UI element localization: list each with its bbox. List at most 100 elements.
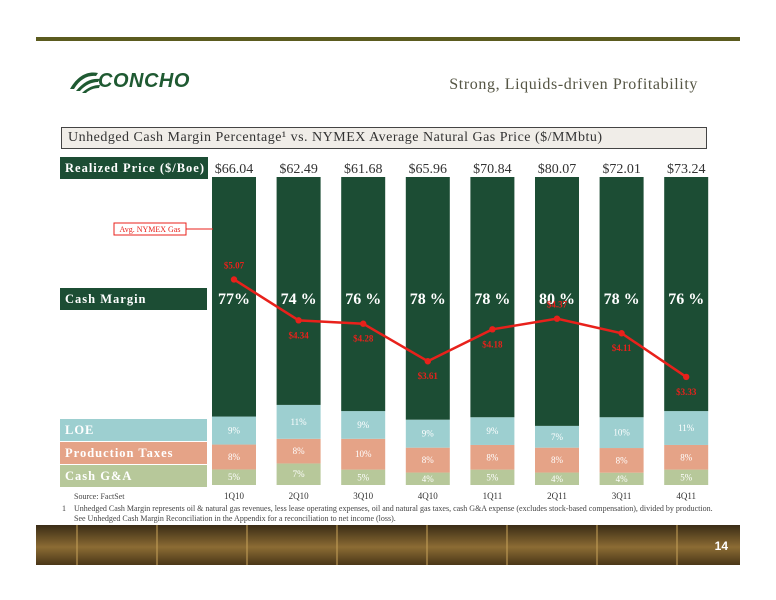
realized-price-value: $66.04 bbox=[215, 162, 254, 177]
realized-price-value: $61.68 bbox=[344, 162, 383, 177]
realized-price-value: $73.24 bbox=[667, 162, 706, 177]
cash-margin-label: Cash Margin bbox=[60, 288, 207, 310]
production-taxes-bar bbox=[599, 448, 644, 473]
x-tick-label: 3Q10 bbox=[353, 491, 373, 501]
loe-bar bbox=[276, 404, 321, 439]
nymex-gas-point bbox=[489, 326, 496, 333]
nymex-gas-label: $3.33 bbox=[676, 387, 697, 397]
cash-margin-bar bbox=[470, 177, 515, 418]
cash-ga-bar bbox=[341, 469, 386, 485]
production-taxes-label: Production Taxes bbox=[60, 442, 207, 464]
production-taxes-value-label: 10% bbox=[355, 449, 372, 459]
production-taxes-bar bbox=[535, 447, 579, 473]
loe-value-label: 10% bbox=[613, 428, 630, 438]
x-tick-label: 2Q10 bbox=[289, 491, 309, 501]
loe-bar bbox=[470, 417, 515, 445]
x-tick-label: 4Q10 bbox=[418, 491, 438, 501]
cash-ga-value-label: 4% bbox=[616, 474, 629, 484]
nymex-gas-point bbox=[424, 358, 431, 365]
footnote-text: Unhedged Cash Margin represents oil & na… bbox=[74, 504, 713, 523]
cash-ga-value-label: 5% bbox=[486, 472, 499, 482]
cash-ga-bar bbox=[599, 472, 644, 485]
production-taxes-bar bbox=[341, 438, 386, 470]
cash-ga-value-label: 5% bbox=[680, 472, 693, 482]
source-note: Source: FactSet bbox=[74, 492, 125, 501]
loe-value-label: 9% bbox=[486, 426, 499, 436]
nymex-gas-point bbox=[360, 320, 367, 327]
loe-bar bbox=[664, 411, 709, 445]
production-taxes-bar bbox=[664, 444, 709, 470]
loe-bar bbox=[405, 419, 450, 448]
nymex-gas-label: $4.11 bbox=[612, 343, 632, 353]
loe-value-label: 7% bbox=[551, 432, 564, 442]
cash-ga-value-label: 5% bbox=[228, 472, 241, 482]
production-taxes-value-label: 8% bbox=[680, 452, 693, 462]
cash-ga-value-label: 4% bbox=[422, 474, 435, 484]
footnote: 1 Unhedged Cash Margin represents oil & … bbox=[62, 504, 714, 524]
loe-value-label: 9% bbox=[357, 420, 370, 430]
cash-margin-value-label: 76 % bbox=[668, 291, 704, 308]
cash-margin-bar bbox=[341, 177, 386, 412]
cash-ga-bar bbox=[212, 469, 256, 485]
cash-ga-bar bbox=[535, 472, 579, 485]
concho-logo-icon bbox=[70, 72, 100, 93]
cash-ga-bar bbox=[276, 463, 321, 485]
loe-bar bbox=[341, 411, 386, 439]
cash-margin-value-label: 78 % bbox=[474, 291, 510, 308]
production-taxes-bar bbox=[276, 438, 321, 464]
loe-value-label: 11% bbox=[678, 423, 695, 433]
cash-margin-bar bbox=[212, 177, 256, 417]
realized-price-value: $65.96 bbox=[409, 162, 448, 177]
cash-margin-value-label: 78 % bbox=[604, 291, 640, 308]
cash-ga-value-label: 7% bbox=[293, 469, 306, 479]
production-taxes-value-label: 8% bbox=[486, 452, 499, 462]
loe-value-label: 9% bbox=[422, 429, 435, 439]
cash-ga-bar bbox=[470, 469, 515, 485]
nymex-gas-label: $3.61 bbox=[418, 371, 439, 381]
cash-margin-value-label: 77% bbox=[218, 291, 250, 308]
x-tick-label: 1Q10 bbox=[224, 491, 244, 501]
chart-title: Unhedged Cash Margin Percentage¹ vs. NYM… bbox=[68, 130, 603, 145]
cash-ga-value-label: 4% bbox=[551, 474, 564, 484]
company-logo-text: CONCHO bbox=[98, 70, 190, 92]
realized-price-value: $70.84 bbox=[473, 162, 512, 177]
cash-margin-value-label: 78 % bbox=[410, 291, 446, 308]
loe-bar bbox=[535, 425, 579, 448]
cash-ga-label: Cash G&A bbox=[60, 465, 207, 487]
nymex-gas-point bbox=[618, 330, 625, 337]
production-taxes-value-label: 8% bbox=[228, 452, 241, 462]
cash-margin-value-label: 74 % bbox=[281, 291, 317, 308]
nymex-legend-label: Avg. NYMEX Gas bbox=[120, 225, 181, 234]
chart-title-box: Unhedged Cash Margin Percentage¹ vs. NYM… bbox=[61, 127, 707, 149]
cash-ga-bar bbox=[664, 469, 709, 485]
loe-value-label: 9% bbox=[228, 426, 241, 436]
loe-label: LOE bbox=[60, 419, 207, 441]
production-taxes-bar bbox=[405, 447, 450, 473]
footer-photo-banner: 14 bbox=[36, 525, 740, 565]
cash-margin-value-label: 76 % bbox=[345, 291, 381, 308]
cash-margin-value-label: 80 % bbox=[539, 291, 575, 308]
production-taxes-value-label: 8% bbox=[422, 455, 435, 465]
nymex-gas-label: $4.34 bbox=[288, 330, 309, 340]
loe-bar bbox=[212, 416, 256, 445]
top-rule bbox=[36, 37, 740, 41]
production-taxes-value-label: 8% bbox=[616, 455, 629, 465]
nymex-gas-point bbox=[553, 315, 561, 322]
cash-margin-bar bbox=[276, 177, 321, 405]
realized-price-label: Realized Price ($/Boe) bbox=[60, 157, 208, 179]
nymex-gas-label: $4.37 bbox=[547, 300, 568, 310]
production-taxes-value-label: 8% bbox=[551, 455, 564, 465]
realized-price-value: $72.01 bbox=[602, 162, 641, 177]
nymex-gas-point bbox=[230, 276, 238, 283]
cash-ga-value-label: 5% bbox=[357, 472, 370, 482]
nymex-gas-point bbox=[683, 373, 690, 381]
production-taxes-bar bbox=[212, 444, 256, 470]
cash-margin-bar bbox=[664, 177, 709, 412]
nymex-gas-label: $5.07 bbox=[224, 260, 245, 270]
production-taxes-value-label: 8% bbox=[293, 446, 306, 456]
page-number: 14 bbox=[714, 539, 728, 553]
x-tick-label: 4Q11 bbox=[676, 491, 696, 501]
cash-margin-bar bbox=[405, 177, 450, 420]
nymex-gas-label: $4.28 bbox=[353, 334, 374, 344]
